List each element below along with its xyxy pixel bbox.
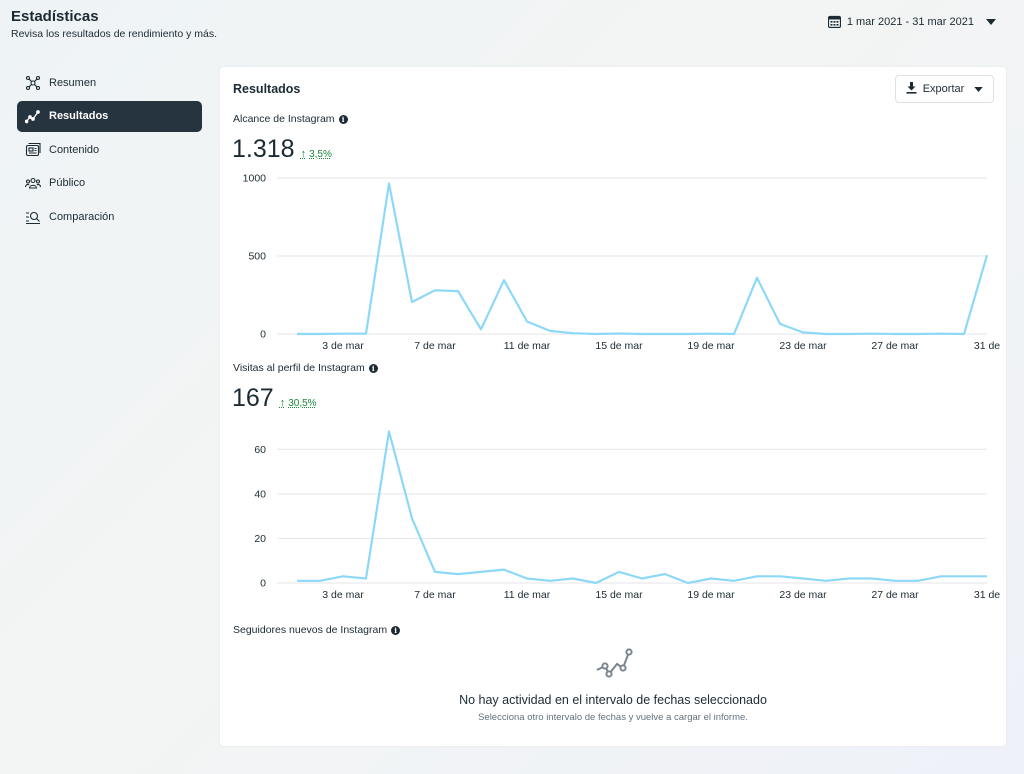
reach-chart: 0 500 1000 3 de mar 7 de mar 11 de mar 15 de m… (243, 173, 1001, 353)
compare-icon (25, 209, 41, 225)
overview-icon (25, 75, 41, 91)
empty-state-subtitle: Selecciona otro intervalo de fechas y vu… (478, 712, 748, 723)
profile-visits-change[interactable]: ↑ 30,5% (280, 397, 317, 409)
x-tick-label: 27 de mar (871, 589, 919, 601)
x-tick-label: 7 de mar (414, 340, 456, 352)
profile-visits-change-value: 30,5% (288, 398, 317, 409)
x-tick-label: 23 de mar (779, 589, 827, 601)
x-tick-label: 7 de mar (414, 589, 456, 601)
sidebar-item-resumen[interactable]: Resumen (17, 67, 202, 98)
reach-label-text: Alcance de Instagram (233, 113, 335, 125)
reach-change[interactable]: ↑ 3,5% (301, 148, 332, 160)
x-tick-label: 3 de mar (322, 589, 364, 601)
calendar-icon (827, 15, 841, 28)
arrow-up-icon: ↑ (300, 148, 307, 160)
sidebar-item-contenido[interactable]: Contenido (17, 134, 202, 165)
reach-change-value: 3,5% (309, 149, 332, 160)
download-icon (906, 81, 917, 97)
y-tick-label: 20 (254, 533, 266, 545)
sidebar-item-publico[interactable]: Público (17, 168, 202, 199)
x-tick-label: 15 de mar (595, 589, 643, 601)
info-icon[interactable]: i (391, 625, 401, 635)
page-subtitle: Revisa los resultados de rendimiento y m… (11, 28, 218, 40)
y-tick-label: 40 (254, 488, 266, 500)
date-range-label: 1 mar 2021 - 31 mar 2021 (846, 15, 974, 28)
export-button[interactable]: Exportar (895, 75, 994, 103)
date-range-picker[interactable]: 1 mar 2021 - 31 mar 2021 (827, 15, 996, 28)
empty-state: No hay actividad en el intervalo de fech… (220, 646, 1006, 723)
y-tick-label: 500 (248, 251, 266, 263)
x-tick-label: 11 de mar (504, 340, 551, 352)
profile-visits-chart: 0 20 40 60 3 de mar 7 de mar 11 de mar 15 de ma… (254, 430, 1000, 601)
x-tick-label: 23 de mar (779, 340, 827, 352)
x-tick-label: 11 de mar (504, 589, 551, 601)
y-tick-label: 0 (260, 578, 266, 590)
profile-visits-value: 167 (232, 384, 274, 412)
content-icon (25, 142, 41, 158)
results-chart-icon (25, 108, 41, 124)
info-icon[interactable]: i (368, 363, 378, 373)
x-tick-label: 31 de (974, 340, 1000, 352)
profile-visits-label-text: Visitas al perfil de Instagram (233, 362, 365, 374)
sidebar: Resumen Resultados Contenido (17, 67, 202, 235)
empty-chart-icon (593, 648, 633, 684)
page-title: Estadísticas (11, 8, 99, 25)
sidebar-item-comparacion[interactable]: Comparación (17, 201, 202, 232)
caret-down-icon (986, 18, 996, 25)
x-tick-label: 3 de mar (322, 340, 364, 352)
results-card: Resultados Exportar Alcance de Instagram… (220, 67, 1006, 746)
new-followers-label-text: Seguidores nuevos de Instagram (233, 624, 388, 636)
card-title: Resultados (233, 82, 301, 96)
x-tick-label: 27 de mar (871, 340, 919, 352)
y-tick-label: 0 (260, 329, 266, 341)
x-tick-label: 19 de mar (687, 340, 735, 352)
sidebar-item-label: Contenido (49, 143, 100, 156)
reach-value: 1.318 (232, 135, 295, 163)
series-line (297, 430, 987, 585)
export-label: Exportar (922, 83, 965, 95)
y-tick-label: 60 (254, 444, 266, 456)
y-tick-label: 1000 (243, 173, 267, 185)
x-tick-label: 31 de (974, 589, 1000, 601)
profile-visits-metric-label: Visitas al perfil de Instagram i (233, 362, 378, 374)
sidebar-item-label: Comparación (49, 210, 115, 223)
arrow-up-icon: ↑ (279, 397, 286, 409)
x-tick-label: 19 de mar (687, 589, 735, 601)
sidebar-item-resultados[interactable]: Resultados (17, 100, 202, 132)
empty-state-title: No hay actividad en el intervalo de fech… (459, 693, 767, 707)
new-followers-metric-label: Seguidores nuevos de Instagram i (233, 624, 401, 636)
reach-metric: 1.318 ↑ 3,5% (232, 135, 332, 164)
x-tick-label: 15 de mar (595, 340, 643, 352)
reach-metric-label: Alcance de Instagram i (233, 113, 348, 125)
sidebar-item-label: Resumen (49, 76, 97, 89)
profile-visits-metric: 167 ↑ 30,5% (232, 384, 317, 413)
info-icon[interactable]: i (338, 114, 348, 124)
sidebar-item-label: Resultados (49, 110, 109, 122)
audience-icon (25, 175, 41, 191)
sidebar-item-label: Público (49, 177, 86, 189)
caret-down-icon (974, 83, 983, 95)
series-line (297, 182, 989, 336)
page-header: Estadísticas Revisa los resultados de re… (11, 8, 217, 40)
